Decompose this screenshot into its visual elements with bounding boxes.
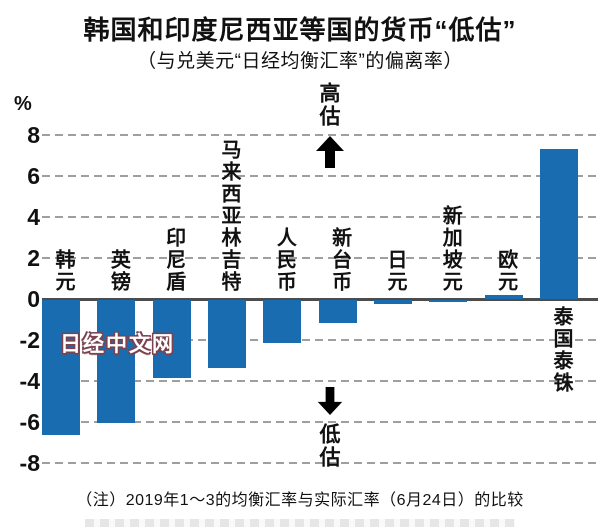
bar-label: 新台币 [328, 227, 351, 293]
bar [97, 300, 136, 423]
grid-line [42, 216, 598, 218]
bar [318, 300, 357, 323]
grid-line [42, 462, 598, 464]
bar-label: 日元 [383, 249, 406, 293]
grid-line [42, 175, 598, 177]
up-arrow-icon [316, 136, 344, 168]
y-tick-label: -4 [19, 368, 40, 394]
bar-label: 新加坡元 [439, 205, 462, 293]
bar [539, 149, 578, 299]
annotation-overvalued-label: 高估 [317, 82, 340, 128]
y-tick-label: -2 [19, 327, 40, 353]
bottom-watermark-strip [85, 519, 515, 527]
grid-line [42, 257, 598, 259]
page-title: 韩国和印度尼西亚等国的货币“低估” [83, 15, 517, 45]
bar-label: 韩元 [52, 249, 74, 293]
zero-baseline [42, 298, 598, 301]
bar [373, 300, 412, 305]
y-tick-label: 4 [27, 204, 40, 230]
bar-label: 印尼盾 [162, 227, 185, 293]
y-axis-unit-label: % [14, 93, 32, 115]
grid-line [42, 134, 598, 136]
chart-subtitle: （与兑美元“日经均衡汇率”的偏离率） [137, 51, 463, 72]
grid-line [42, 339, 598, 341]
footnote: （注）2019年1～3的均衡汇率与实际汇率（6月24日）的比较 [76, 492, 524, 509]
watermark: 日经中文网 [60, 333, 175, 356]
grid-line [42, 380, 598, 382]
bar [207, 300, 246, 368]
bar-label: 英镑 [107, 249, 130, 293]
bar [263, 300, 302, 344]
bar [429, 300, 468, 303]
y-tick-label: 2 [27, 245, 40, 271]
bar-label: 马来西亚林吉特 [217, 139, 240, 293]
grid-line [42, 421, 598, 423]
bar [152, 300, 191, 378]
y-tick-label: 0 [27, 286, 40, 312]
bar-label: 人民币 [273, 227, 296, 293]
bar-label: 欧元 [494, 249, 517, 293]
bar [484, 294, 523, 299]
y-tick-label: -6 [19, 409, 40, 435]
y-tick-label: -8 [19, 450, 40, 476]
y-tick-label: 6 [27, 163, 40, 189]
bar [42, 300, 80, 436]
bar-label: 泰国泰铢 [549, 306, 572, 394]
y-tick-label: 8 [27, 122, 40, 148]
down-arrow-icon [317, 387, 343, 415]
annotation-undervalued-label: 低估 [317, 423, 340, 469]
